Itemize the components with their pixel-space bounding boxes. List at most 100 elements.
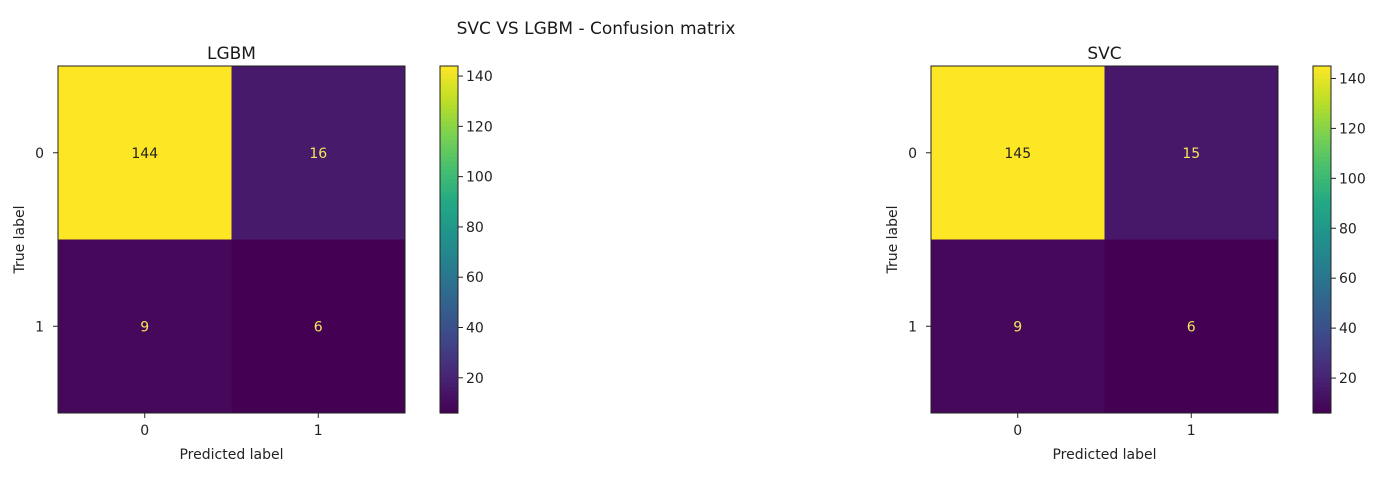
colorbar-segment <box>1313 269 1331 275</box>
colorbar-segment <box>440 243 458 249</box>
colorbar-segment <box>1313 170 1331 176</box>
colorbar-segment <box>1313 235 1331 241</box>
colorbar-segment <box>1313 243 1331 249</box>
colorbar-segment <box>1313 291 1331 297</box>
colorbar-tick-label: 80 <box>466 220 484 236</box>
cell-value-r0-c1: 15 <box>1182 146 1200 162</box>
colorbar-tick-label: 20 <box>466 371 484 387</box>
colorbar-segment <box>1313 313 1331 319</box>
colorbar-segment <box>1313 265 1331 271</box>
colorbar-segment <box>1313 157 1331 163</box>
colorbar-segment <box>440 74 458 80</box>
colorbar-segment <box>440 183 458 189</box>
colorbar-segment <box>440 265 458 271</box>
colorbar-segment <box>440 382 458 388</box>
colorbar-segment <box>1313 287 1331 293</box>
colorbar-segment <box>440 170 458 176</box>
colorbar-segment <box>440 291 458 297</box>
colorbar-segment <box>440 365 458 371</box>
x-tick-label: 1 <box>1187 423 1196 439</box>
colorbar-segment <box>1313 317 1331 323</box>
cell-value-r1-c1: 6 <box>314 319 323 335</box>
colorbar-segment <box>440 100 458 106</box>
colorbar-segment <box>440 252 458 258</box>
colorbar-segment <box>1313 321 1331 327</box>
colorbar-segment <box>1313 66 1331 71</box>
colorbar-segment <box>1313 343 1331 349</box>
colorbar-tick-label: 100 <box>1339 171 1366 187</box>
colorbar-segment <box>1313 87 1331 93</box>
colorbar-segment <box>1313 339 1331 345</box>
colorbar-tick-label: 140 <box>466 69 493 85</box>
colorbar-segment <box>1313 261 1331 267</box>
colorbar-segment <box>440 230 458 236</box>
colorbar-segment <box>1313 295 1331 301</box>
colorbar-segment <box>1313 304 1331 310</box>
x-tick-label: 1 <box>314 423 323 439</box>
colorbar-segment <box>440 213 458 219</box>
y-tick-label: 1 <box>35 319 44 335</box>
colorbar-segment <box>1313 226 1331 232</box>
colorbar-segment <box>1313 126 1331 132</box>
colorbar-segment <box>1313 79 1331 84</box>
heatmap-cell-r1-c0 <box>931 239 1105 413</box>
colorbar-segment <box>440 109 458 115</box>
colorbar-segment <box>440 399 458 405</box>
colorbar-segment <box>440 118 458 123</box>
colorbar-segment <box>1313 300 1331 306</box>
axes-frame <box>930 65 1279 414</box>
colorbar-segment <box>440 248 458 254</box>
colorbar-segment <box>440 330 458 336</box>
colorbar-segment <box>1313 191 1331 197</box>
colorbar-segment <box>440 209 458 215</box>
colorbar-tick-label: 60 <box>1339 271 1357 287</box>
x-tick-label: 0 <box>140 423 149 439</box>
colorbar-segment <box>1313 386 1331 392</box>
colorbar-segment <box>1313 330 1331 336</box>
figure-suptitle: SVC VS LGBM - Confusion matrix <box>456 19 736 39</box>
colorbar-tick-label: 40 <box>466 321 484 337</box>
colorbar-segment <box>1313 399 1331 405</box>
colorbar-segment <box>1313 183 1331 189</box>
colorbar-segment <box>440 334 458 340</box>
colorbar-segment <box>440 174 458 180</box>
colorbar-segment <box>1313 148 1331 154</box>
colorbar-segment <box>1313 122 1331 128</box>
colorbar-segment <box>1313 239 1331 245</box>
colorbar-segment <box>440 83 458 89</box>
colorbar-segment <box>440 148 458 154</box>
cell-value-r0-c0: 145 <box>1004 146 1031 162</box>
colorbar-segment <box>1313 200 1331 206</box>
colorbar-tick-label: 100 <box>466 170 493 186</box>
y-axis-label: True label <box>12 205 28 274</box>
colorbar-segment <box>440 161 458 167</box>
colorbar-segment <box>1313 139 1331 145</box>
colorbar-segment <box>1313 282 1331 288</box>
chart-lgbm: 144 16 9 6 LGBM 0 1 0 1 Predicted label True label… <box>12 44 493 463</box>
colorbar-segment <box>440 304 458 310</box>
cell-value-r0-c1: 16 <box>309 146 327 162</box>
colorbar-segment <box>1313 382 1331 388</box>
colorbar-segment <box>440 226 458 232</box>
colorbar-segment <box>1313 174 1331 180</box>
colorbar-segment <box>440 239 458 245</box>
colorbar-segment <box>1313 74 1331 80</box>
colorbar-segment <box>1313 347 1331 353</box>
axes-title: SVC <box>1087 44 1121 64</box>
y-axis-label: True label <box>885 205 901 274</box>
cell-value-r1-c0: 9 <box>140 319 149 335</box>
colorbar-segment <box>440 79 458 84</box>
colorbar-segment <box>440 295 458 301</box>
cell-value-r0-c0: 144 <box>131 146 158 162</box>
colorbar-segment <box>1313 326 1331 332</box>
colorbar-segment <box>440 157 458 163</box>
colorbar-segment <box>1313 408 1331 414</box>
colorbar-frame <box>439 65 459 414</box>
colorbar-segment <box>1313 230 1331 236</box>
colorbar-segment <box>440 152 458 158</box>
colorbar-segment <box>1313 217 1331 223</box>
colorbar-segment <box>1313 360 1331 366</box>
colorbar-segment <box>440 235 458 241</box>
cell-value-r1-c1: 6 <box>1187 319 1196 335</box>
colorbar-segment <box>1313 83 1331 89</box>
